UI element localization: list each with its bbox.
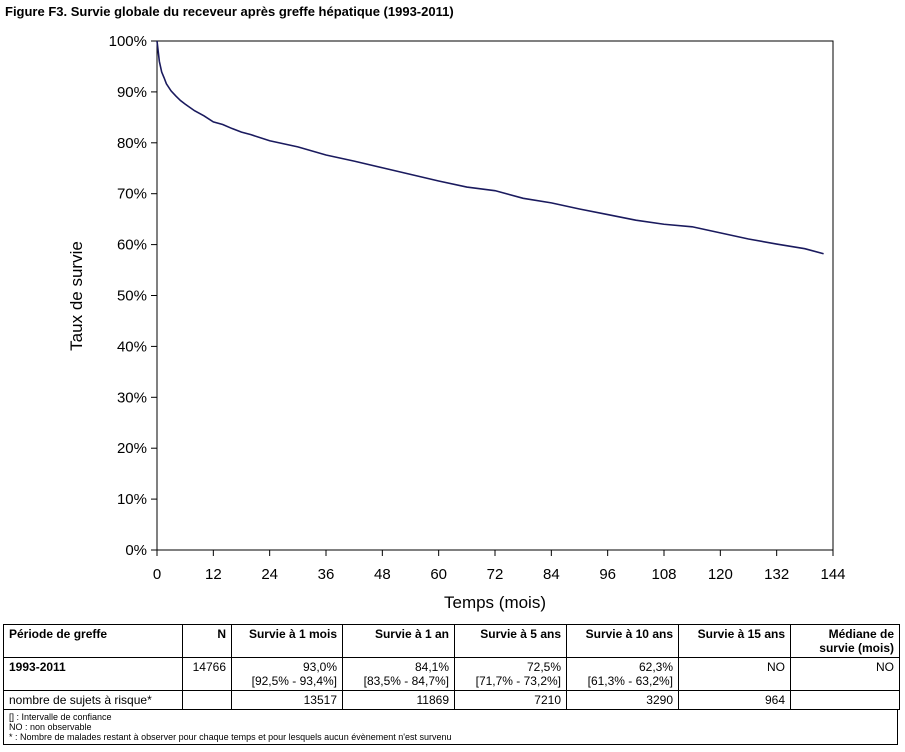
confidence-interval: [61,3% - 63,2%]: [587, 674, 673, 688]
y-tick-label: 90%: [117, 84, 147, 101]
survival-table: Période de greffe N Survie à 1 mois Surv…: [3, 624, 900, 710]
x-tick-label: 60: [430, 566, 447, 583]
value: 72,5%: [526, 660, 561, 674]
y-tick-label: 80%: [117, 135, 147, 152]
col-header-5-years: Survie à 5 ans: [454, 624, 567, 658]
col-header-10-years: Survie à 10 ans: [566, 624, 679, 658]
cell-survival-1-month: 93,0% [92,5% - 93,4%]: [231, 657, 343, 691]
survival-chart: 0 12 24 36 48 60 72 84 96 108 120 132 144 0% 10% 20% 30…: [67, 33, 846, 612]
col-header-n: N: [182, 624, 232, 658]
cell-survival-10-years: 62,3% [61,3% - 63,2%]: [566, 657, 679, 691]
y-tick-label: 40%: [117, 338, 147, 355]
cell-at-risk-median: [790, 690, 900, 710]
cell-period: 1993-2011: [3, 657, 183, 691]
y-tick-label: 20%: [117, 440, 147, 457]
table-notes: [] : Intervalle de confiance NO : non ob…: [3, 709, 898, 745]
cell-at-risk-1-month: 13517: [231, 690, 343, 710]
y-tick-label: 50%: [117, 288, 147, 305]
value: 62,3%: [638, 660, 673, 674]
confidence-interval: [92,5% - 93,4%]: [251, 674, 337, 688]
x-tick-label: 108: [651, 566, 676, 583]
x-tick-label: 120: [708, 566, 733, 583]
cell-at-risk-5-years: 7210: [454, 690, 567, 710]
col-header-median: Médiane de survie (mois): [790, 624, 900, 658]
survival-curve: [156, 40, 824, 255]
y-tick-label: 100%: [109, 33, 147, 50]
x-tick-label: 36: [318, 566, 335, 583]
x-tick-label: 96: [599, 566, 616, 583]
cell-survival-15-years: NO: [678, 657, 791, 691]
value: 93,0%: [302, 660, 337, 674]
plot-area: [156, 40, 834, 551]
x-axis: 0 12 24 36 48 60 72 84 96 108 120 132 144: [153, 550, 846, 583]
cell-survival-1-year: 84,1% [83,5% - 84,7%]: [342, 657, 455, 691]
x-tick-label: 12: [205, 566, 222, 583]
x-tick-label: 48: [374, 566, 391, 583]
y-axis-title: Taux de survie: [67, 241, 86, 351]
confidence-interval: [71,7% - 73,2%]: [475, 674, 561, 688]
x-tick-label: 144: [820, 566, 845, 583]
col-header-15-years: Survie à 15 ans: [678, 624, 791, 658]
y-tick-label: 0%: [125, 542, 147, 559]
cell-n: 14766: [182, 657, 232, 691]
col-header-1-year: Survie à 1 an: [342, 624, 455, 658]
cell-median: NO: [790, 657, 900, 691]
confidence-interval: [83,5% - 84,7%]: [363, 674, 449, 688]
x-tick-label: 72: [487, 566, 504, 583]
table-row: nombre de sujets à risque* 13517 11869 7…: [3, 690, 900, 710]
value: 84,1%: [414, 660, 449, 674]
y-tick-label: 10%: [117, 491, 147, 508]
note-no: NO : non observable: [9, 722, 92, 732]
x-tick-label: 24: [261, 566, 278, 583]
cell-at-risk-1-year: 11869: [342, 690, 455, 710]
y-tick-label: 70%: [117, 186, 147, 203]
table-header-row: Période de greffe N Survie à 1 mois Surv…: [3, 624, 900, 658]
cell-at-risk-10-years: 3290: [566, 690, 679, 710]
y-tick-label: 30%: [117, 389, 147, 406]
figure-title: Figure F3. Survie globale du receveur ap…: [5, 4, 454, 19]
y-axis: 0% 10% 20% 30% 40% 50% 60% 70% 80% 90% 100%: [109, 33, 157, 559]
x-tick-label: 132: [764, 566, 789, 583]
col-header-period: Période de greffe: [3, 624, 183, 658]
table-row: 1993-2011 14766 93,0% [92,5% - 93,4%] 84,…: [3, 657, 900, 691]
cell-at-risk-15-years: 964: [678, 690, 791, 710]
cell-survival-5-years: 72,5% [71,7% - 73,2%]: [454, 657, 567, 691]
note-ci: [] : Intervalle de confiance: [9, 712, 112, 722]
cell-at-risk-label: nombre de sujets à risque*: [3, 690, 183, 710]
x-tick-label: 84: [543, 566, 560, 583]
x-axis-title: Temps (mois): [444, 593, 546, 612]
y-tick-label: 60%: [117, 237, 147, 254]
note-at-risk: * : Nombre de malades restant à observer…: [9, 732, 452, 742]
cell-at-risk-n: [182, 690, 232, 710]
x-tick-label: 0: [153, 566, 161, 583]
col-header-1-month: Survie à 1 mois: [231, 624, 343, 658]
